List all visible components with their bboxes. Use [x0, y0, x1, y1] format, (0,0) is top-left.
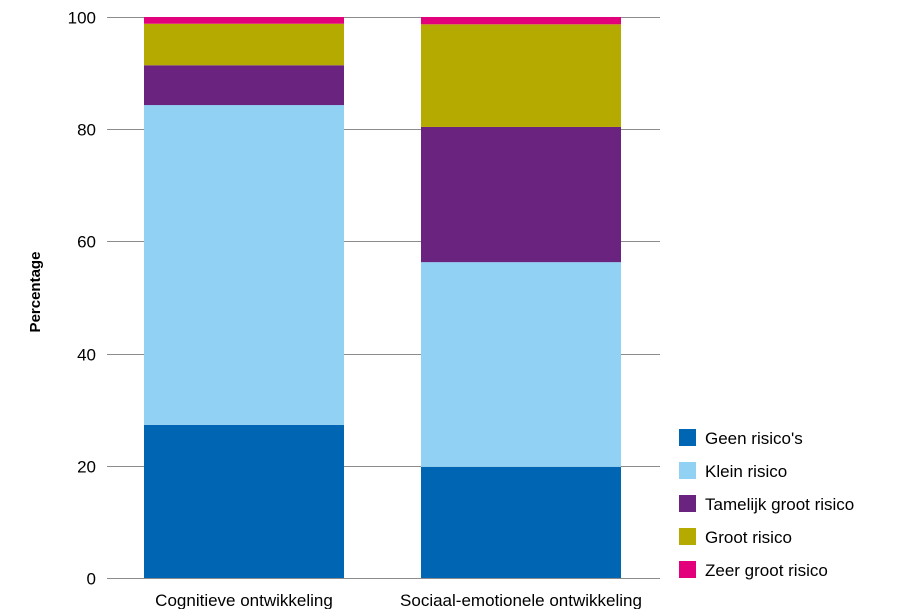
legend-label-3: Tamelijk groot risico: [705, 495, 854, 514]
legend-swatch-1: [679, 429, 696, 446]
bar-segment-1-1: [144, 424, 344, 578]
x-category-label-2: Sociaal-emotionele ontwikkeling: [400, 591, 642, 609]
legend-label-1: Geen risico's: [705, 429, 803, 448]
y-tick-label-60: 60: [77, 233, 96, 252]
legend-swatch-2: [679, 462, 696, 479]
bar-segment-1-5: [144, 17, 344, 24]
x-category-label-1: Cognitieve ontwikkeling: [155, 591, 333, 609]
bar-segment-1-3: [144, 65, 344, 106]
legend: Geen risico's Klein risico Tamelijk groot …: [679, 429, 854, 580]
y-tick-label-20: 20: [77, 458, 96, 477]
y-tick-label-80: 80: [77, 121, 96, 140]
y-axis-ticks: 0 20 40 60 80 100: [68, 9, 96, 589]
legend-label-4: Groot risico: [705, 528, 792, 547]
y-tick-label-0: 0: [87, 570, 96, 589]
bar-segment-2-4: [421, 24, 621, 127]
bar-segment-2-2: [421, 262, 621, 467]
bar-segment-2-1: [421, 466, 621, 578]
bars: [144, 17, 621, 578]
bar-segment-1-2: [144, 105, 344, 425]
legend-swatch-5: [679, 561, 696, 578]
x-axis-categories: Cognitieve ontwikkeling Sociaal-emotionel…: [155, 591, 642, 609]
y-tick-label-100: 100: [68, 9, 96, 28]
bar-segment-2-5: [421, 17, 621, 25]
y-axis-label: Percentage: [27, 252, 44, 333]
legend-label-5: Zeer groot risico: [705, 561, 828, 580]
bar-segment-1-4: [144, 23, 344, 66]
legend-label-2: Klein risico: [705, 462, 787, 481]
legend-swatch-3: [679, 495, 696, 512]
bar-segment-2-3: [421, 126, 621, 263]
y-tick-label-40: 40: [77, 346, 96, 365]
legend-swatch-4: [679, 528, 696, 545]
